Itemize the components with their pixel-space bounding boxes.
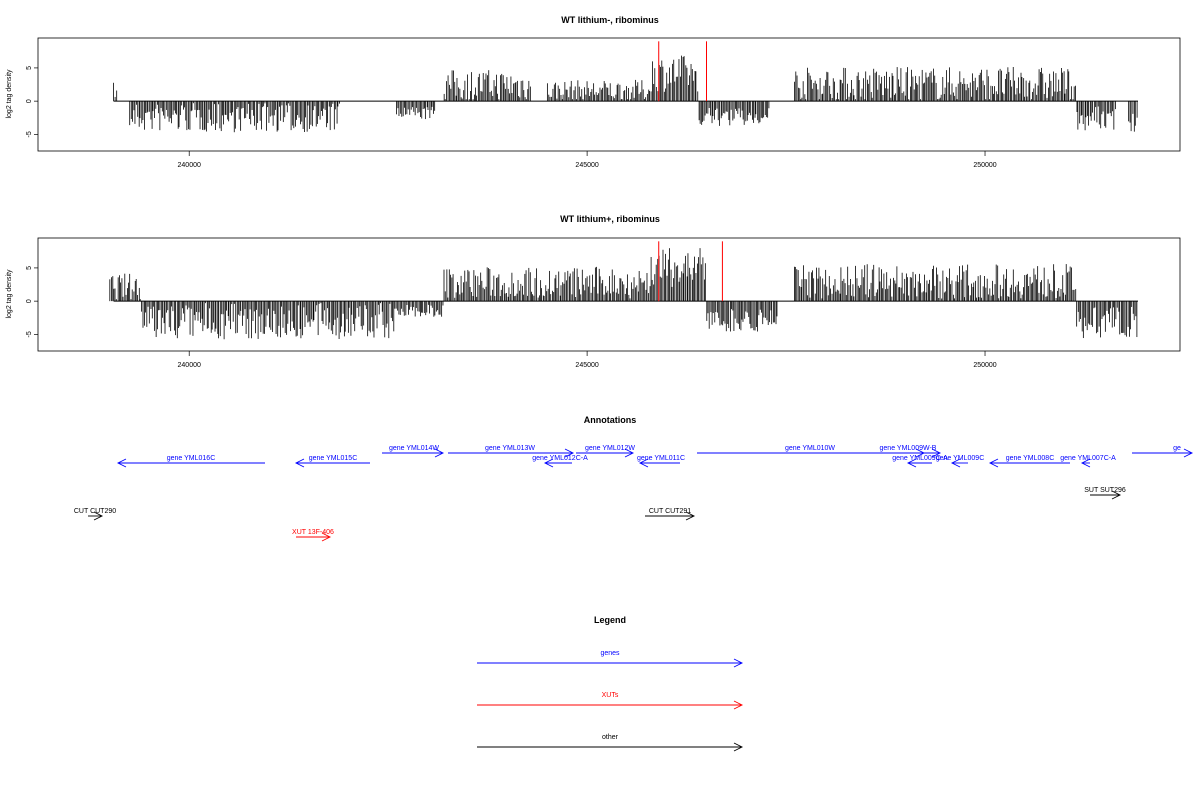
arrowhead-icon [988, 458, 999, 468]
feature-label: SUT SUT296 [1084, 487, 1126, 494]
x-axis: 240000 245000 250000 [178, 151, 997, 169]
feature-label: gene YML010W [785, 445, 835, 452]
x-tick-label: 250000 [973, 162, 996, 169]
y-axis: -5 0 5 [26, 66, 38, 137]
arrowhead-icon [564, 448, 575, 458]
arrowhead-icon [733, 700, 744, 710]
y-axis-label: log2 tag density [6, 269, 13, 319]
annotation-feature: gene YML016C [116, 455, 265, 468]
legend-items: genes XUTs other [477, 650, 744, 752]
feature-label: gene YML014W [389, 445, 439, 452]
annotation-feature: gene YML007C-A [1060, 455, 1116, 468]
feature-label: ge [1173, 445, 1181, 452]
annotation-feature: SUT SUT296 [1084, 487, 1126, 500]
feature-label: CUT CUT290 [74, 508, 116, 515]
panel-title: WT lithium-, ribominus [561, 15, 659, 25]
legend: Legend genes XUTs other [477, 615, 744, 752]
arrowhead-icon [1111, 490, 1122, 500]
annotation-feature: gene YML009C [936, 455, 985, 468]
density-bars [113, 41, 1138, 133]
y-axis-label: log2 tag density [6, 69, 13, 119]
arrowhead-icon [116, 458, 127, 468]
feature-label: gene YML013W [485, 445, 535, 452]
arrowhead-icon [906, 458, 917, 468]
feature-label: CUT CUT291 [649, 508, 691, 515]
feature-label: gene YML011C [637, 455, 685, 462]
legend-label: other [602, 734, 619, 741]
arrowhead-icon [93, 511, 104, 521]
annotation-feature: CUT CUT290 [74, 508, 116, 521]
annotation-feature: gene YML015C [294, 455, 370, 468]
feature-label: gene YML007C-A [1060, 455, 1116, 462]
annotations-track: Annotations gene YML016C gene YML015Cgene… [74, 415, 1194, 542]
arrowhead-icon [434, 448, 445, 458]
x-tick-label: 240000 [178, 162, 201, 169]
density-bars [109, 241, 1138, 340]
annotation-feature: ge [1132, 445, 1194, 458]
feature-list: gene YML016C gene YML015C gene YML014W gene… [74, 445, 1194, 542]
annotation-feature: gene YML012W [576, 445, 635, 458]
feature-label: gene YML009C [936, 455, 985, 462]
x-tick-label: 240000 [178, 362, 201, 369]
x-axis: 240000 245000 250000 [178, 351, 997, 369]
feature-label: XUT 13F-406 [292, 529, 334, 536]
arrowhead-icon [733, 742, 744, 752]
annotation-feature: gene YML013W [448, 445, 575, 458]
arrowhead-icon [685, 511, 696, 521]
legend-label: XUTs [602, 692, 619, 699]
legend-item: XUTs [477, 692, 744, 710]
plot-frame [37, 237, 1181, 352]
density-panel-lithium-plus: WT lithium+, ribominus log2 tag density … [6, 214, 1181, 369]
legend-item: genes [477, 650, 744, 668]
plot-frame [37, 37, 1181, 152]
y-tick-label: -5 [26, 331, 33, 337]
legend-title: Legend [594, 615, 626, 625]
y-tick-label: 0 [26, 299, 33, 303]
panel-title: WT lithium+, ribominus [560, 214, 660, 224]
annotation-feature: XUT 13F-406 [292, 529, 334, 542]
feature-label: gene YML012C-A [532, 455, 588, 462]
y-tick-label: 5 [26, 266, 33, 270]
arrowhead-icon [624, 448, 635, 458]
feature-label: gene YML009C-A [892, 455, 948, 462]
x-tick-label: 250000 [973, 362, 996, 369]
x-tick-label: 245000 [575, 362, 598, 369]
arrowhead-icon [950, 458, 961, 468]
annotation-feature: gene YML014W [382, 445, 445, 458]
annotation-feature: gene YML008C [988, 455, 1070, 468]
annotations-title: Annotations [584, 415, 637, 425]
arrowhead-icon [733, 658, 744, 668]
y-tick-label: -5 [26, 131, 33, 137]
feature-label: gene YML015C [309, 455, 358, 462]
arrowhead-icon [638, 458, 649, 468]
arrowhead-icon [543, 458, 554, 468]
density-panel-lithium-minus: WT lithium-, ribominus log2 tag density … [6, 15, 1181, 169]
feature-label: gene YML008C [1006, 455, 1055, 462]
arrowhead-icon [321, 532, 332, 542]
y-axis: -5 0 5 [26, 266, 38, 337]
arrowhead-icon [1080, 458, 1091, 468]
annotation-feature: gene YML009C-A [892, 455, 948, 468]
annotation-feature: gene YML009W-B [876, 445, 942, 458]
feature-label: gene YML012W [585, 445, 635, 452]
feature-label: gene YML016C [167, 455, 216, 462]
arrowhead-icon [1183, 448, 1194, 458]
y-tick-label: 5 [26, 66, 33, 70]
feature-label: gene YML009W-B [880, 445, 937, 452]
annotation-feature: gene YML012C-A [532, 455, 588, 468]
annotation-feature: CUT CUT291 [645, 508, 696, 521]
y-tick-label: 0 [26, 99, 33, 103]
legend-label: genes [600, 650, 620, 657]
x-tick-label: 245000 [575, 162, 598, 169]
legend-item: other [477, 734, 744, 752]
annotation-feature: gene YML011C [637, 455, 685, 468]
arrowhead-icon [931, 448, 942, 458]
arrowhead-icon [294, 458, 305, 468]
